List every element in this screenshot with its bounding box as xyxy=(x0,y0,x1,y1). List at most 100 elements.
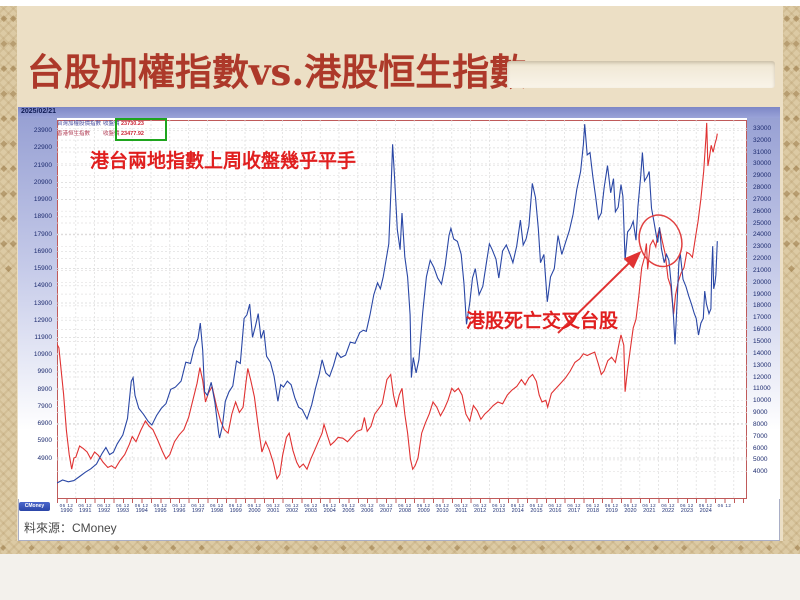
right-axis-tick-label: 29000 xyxy=(753,172,772,180)
right-axis-tick-label: 28000 xyxy=(753,184,772,191)
legend-hsi-field: 收盤價 xyxy=(103,130,120,137)
year-tick-label: 06 12 1998 xyxy=(207,503,226,514)
year-label: 2018 xyxy=(586,508,600,514)
year-tick-label: 06 12 2012 xyxy=(471,503,490,514)
minor-tick-label: 06 12 xyxy=(661,503,675,508)
minor-tick-label: 06 12 xyxy=(153,503,168,508)
left-axis-tick-label: 8900 xyxy=(37,385,52,393)
minor-tick-label: 06 12 xyxy=(78,503,93,508)
minor-tick-label: 06 12 xyxy=(322,503,337,508)
year-label: 2019 xyxy=(605,508,618,514)
right-axis-tick-label: 4000 xyxy=(753,468,768,476)
minor-tick-label: 06 12 xyxy=(379,503,393,508)
year-tick-label: 06 12 2004 xyxy=(320,503,339,514)
year-tick-label: 06 12 2023 xyxy=(677,503,696,514)
year-label: 1998 xyxy=(210,508,224,514)
left-axis-tick-label: 23900 xyxy=(33,127,52,135)
year-tick-label: 06 12 2019 xyxy=(602,503,621,514)
year-tick-label: 06 12 2022 xyxy=(659,503,678,514)
year-label: 2020 xyxy=(624,508,637,514)
legend-taiex-field: 收盤價 xyxy=(103,121,120,127)
right-axis-tick-label: 19000 xyxy=(753,290,772,298)
minor-tick-label: 06 12 xyxy=(398,503,412,508)
year-label: 1992 xyxy=(97,508,111,514)
minor-tick-label: 06 12 xyxy=(247,503,262,508)
left-axis-tick-label: 21900 xyxy=(33,161,52,169)
minor-tick-label: 06 12 xyxy=(134,503,149,508)
left-axis-tick-label: 18900 xyxy=(33,213,52,221)
year-tick-label: 06 12 2001 xyxy=(264,503,283,514)
year-tick-label: 06 12 2024 xyxy=(696,503,715,514)
right-axis-tick-label: 20000 xyxy=(753,278,772,286)
right-axis-tick-label: 32000 xyxy=(753,136,772,144)
minor-tick-label: 06 12 xyxy=(604,503,619,508)
ornate-border-left: ◆ ◆ ◆ ◆ ◆ ◆ ◆ ◆ ◆ ◆ ◆ ◆ ◆ ◆ ◆ ◆ ◆ ◆ ◆ ◆ … xyxy=(0,6,17,541)
minor-tick-label: 06 12 xyxy=(586,503,600,508)
right-axis-tick-label: 21000 xyxy=(753,266,772,274)
close-values-highlight-box xyxy=(115,118,167,141)
source-text: 料來源：CMoney xyxy=(24,521,117,535)
year-label: 2008 xyxy=(398,508,412,514)
left-axis-tick-label: 16900 xyxy=(33,247,52,255)
minor-tick-label: 06 12 xyxy=(228,503,243,508)
year-label: 1996 xyxy=(173,508,186,514)
year-tick-label: 06 12 xyxy=(715,503,734,508)
year-label: 2021 xyxy=(643,508,656,514)
year-label: 1993 xyxy=(116,508,130,514)
area-below-slide xyxy=(0,554,800,600)
chart-date-label: 2025/02/21 xyxy=(21,108,57,115)
minor-tick-label: 06 12 xyxy=(492,503,506,508)
right-axis: 33000 32000 31000 30000 29000 28000 27000 26000… xyxy=(747,118,780,499)
right-axis-tick-label: 31000 xyxy=(753,148,772,156)
year-tick-label: 06 12 2011 xyxy=(452,503,471,514)
minor-tick-label: 06 12 xyxy=(623,503,638,508)
year-tick-label: 06 12 2000 xyxy=(245,503,264,514)
left-axis: 23900 22900 21900 20900 19900 18900 17900 16900… xyxy=(18,118,57,499)
year-label: 2000 xyxy=(248,508,261,514)
year-label: 2024 xyxy=(699,508,712,514)
left-axis-tick-label: 6900 xyxy=(37,420,52,428)
minor-tick-label: 06 12 xyxy=(191,503,205,508)
minor-tick-label: 06 12 xyxy=(567,503,581,508)
right-axis-tick-label: 14000 xyxy=(753,349,772,357)
right-axis-tick-label: 12000 xyxy=(753,373,772,381)
chart-canvas xyxy=(57,120,747,499)
year-label: 2003 xyxy=(304,508,318,514)
year-tick-label: 06 12 1992 xyxy=(95,503,114,514)
year-label: 2010 xyxy=(436,508,449,514)
legend-row-taiex: 台灣加權股價指數 收盤價 23730.23 xyxy=(57,120,187,130)
year-label: 2001 xyxy=(267,508,280,514)
year-tick-label: 06 12 2008 xyxy=(395,503,414,514)
ornate-border-right: ◆ ◆ ◆ ◆ ◆ ◆ ◆ ◆ ◆ ◆ ◆ ◆ ◆ ◆ ◆ ◆ ◆ ◆ ◆ ◆ … xyxy=(783,6,800,541)
minor-tick-label: 06 12 xyxy=(59,503,74,508)
right-axis-tick-label: 17000 xyxy=(753,314,772,322)
year-label: 2014 xyxy=(511,508,524,514)
year-tick-label: 06 12 1990 xyxy=(57,503,76,514)
legend-taiex-name: 台灣加權股價指數 xyxy=(57,121,102,127)
right-axis-tick-label: 13000 xyxy=(753,361,772,369)
right-axis-tick-label: 10000 xyxy=(753,397,772,405)
minor-tick-label: 06 12 xyxy=(360,503,375,508)
year-label: 2004 xyxy=(323,508,336,514)
left-axis-tick-label: 14900 xyxy=(33,282,52,290)
left-axis-tick-label: 11900 xyxy=(34,333,52,341)
cmoney-watermark: CMoney xyxy=(19,502,50,511)
year-label: 2015 xyxy=(530,508,543,514)
minor-tick-label: 06 12 xyxy=(454,503,469,508)
right-axis-tick-label: 15000 xyxy=(753,338,772,345)
minor-tick-label: 06 12 xyxy=(97,503,111,508)
right-axis-tick-label: 7000 xyxy=(753,432,768,440)
year-tick-label: 06 12 1993 xyxy=(113,503,132,514)
year-tick-label: 06 12 2014 xyxy=(508,503,527,514)
legend-hsi-value: 23477.92 xyxy=(121,130,144,137)
right-axis-tick-label: 25000 xyxy=(753,219,772,227)
minor-tick-label: 06 12 xyxy=(510,503,525,508)
year-tick-label: 06 12 2005 xyxy=(339,503,358,514)
right-axis-tick-label: 9000 xyxy=(753,409,768,416)
left-axis-tick-label: 22900 xyxy=(33,144,52,152)
minor-tick-label: 06 12 xyxy=(680,503,694,508)
year-tick-label: 06 12 1994 xyxy=(132,503,151,514)
year-tick-label: 06 12 2015 xyxy=(527,503,546,514)
year-tick-label: 06 12 2016 xyxy=(546,503,565,514)
